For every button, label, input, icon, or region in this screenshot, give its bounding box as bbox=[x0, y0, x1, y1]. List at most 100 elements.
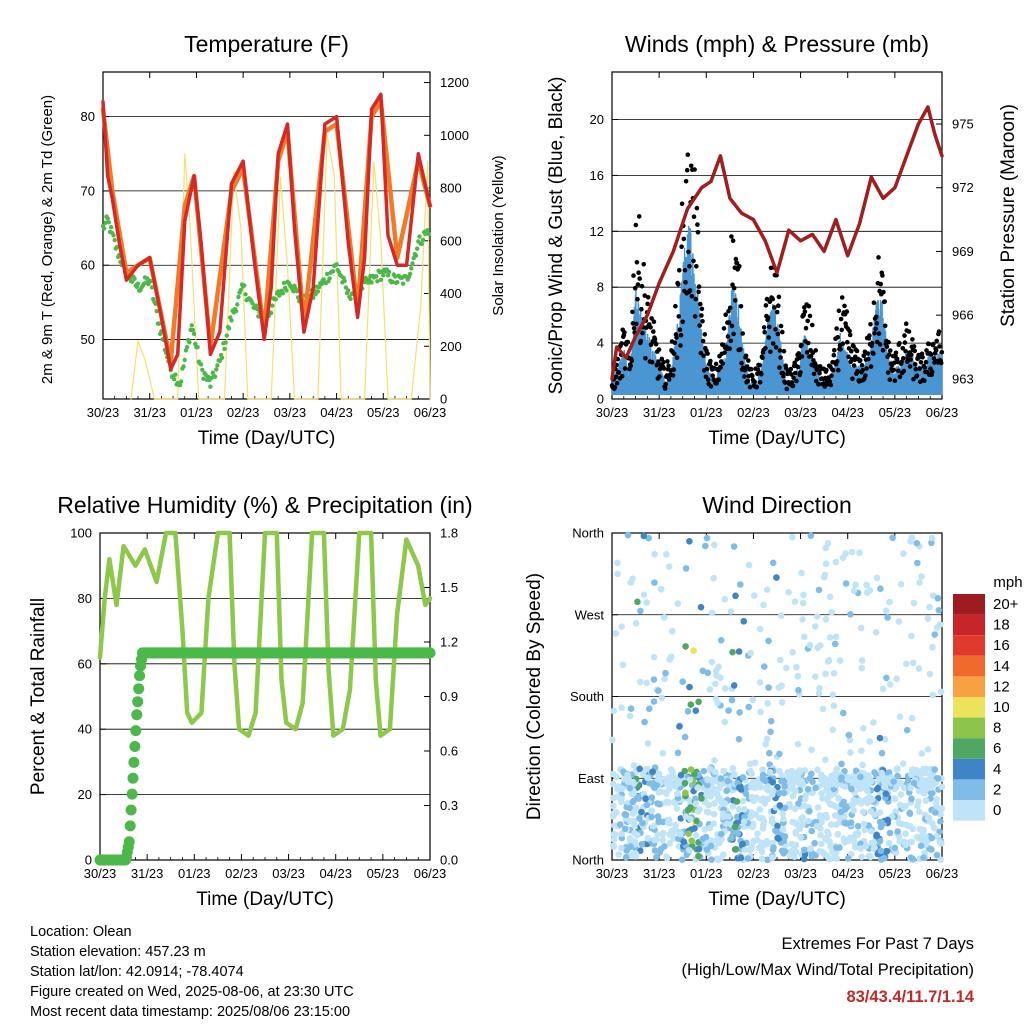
wind-direction-point bbox=[677, 771, 685, 779]
y-axis-label: Sonic/Prop Wind & Gust (Blue, Black) bbox=[546, 77, 567, 395]
wind-direction-point bbox=[728, 834, 735, 842]
dewpoint-point bbox=[270, 303, 275, 308]
y2-tick-label: 0.9 bbox=[440, 689, 458, 704]
wind-direction-point bbox=[768, 815, 776, 822]
wind-direction-point bbox=[792, 828, 799, 836]
gust-point bbox=[743, 353, 749, 359]
gust-point bbox=[708, 358, 713, 364]
wind-direction-point bbox=[682, 789, 689, 797]
y-tick-label: 0 bbox=[597, 392, 604, 407]
y2-tick-label: 400 bbox=[440, 286, 462, 301]
gust-point bbox=[622, 330, 627, 335]
wind-direction-point bbox=[833, 821, 840, 828]
legend-label: 0 bbox=[993, 802, 1001, 819]
gust-point bbox=[912, 362, 918, 367]
wind-direction-point bbox=[763, 586, 771, 593]
gust-point bbox=[727, 346, 732, 351]
wind-direction-point bbox=[791, 598, 799, 605]
wind-direction-point bbox=[680, 838, 688, 845]
dewpoint-point bbox=[212, 374, 218, 379]
gust-point bbox=[635, 282, 641, 287]
wind-direction-point bbox=[778, 847, 786, 855]
dewpoint-point bbox=[191, 331, 197, 337]
gust-point bbox=[878, 281, 883, 287]
wind-direction-point bbox=[854, 829, 862, 837]
wind-direction-point bbox=[720, 851, 727, 858]
gust-point bbox=[902, 333, 907, 338]
wind-direction-point bbox=[749, 823, 756, 831]
legend-label: 20+ bbox=[993, 596, 1019, 613]
wind-direction-point bbox=[627, 836, 634, 843]
wind-direction-point bbox=[692, 707, 700, 714]
wind-direction-point bbox=[692, 832, 700, 839]
gust-point bbox=[917, 366, 922, 371]
wind-direction-point bbox=[648, 807, 655, 814]
wind-direction-point bbox=[634, 832, 641, 839]
wind-direction-point bbox=[866, 794, 873, 801]
x-tick-label: 02/23 bbox=[737, 866, 770, 881]
wind-direction-point bbox=[667, 780, 674, 787]
gust-point bbox=[649, 316, 654, 321]
gust-point bbox=[728, 338, 734, 344]
wind-direction-point bbox=[841, 806, 849, 813]
wind-direction-point bbox=[804, 817, 812, 825]
wind-direction-panel: 30/23 31/23 01/23 02/23 03/23 04/23 05/23 06/23… bbox=[524, 492, 958, 910]
wind-direction-point bbox=[819, 776, 827, 783]
gust-point bbox=[789, 380, 795, 385]
dewpoint-point bbox=[315, 289, 321, 294]
wind-direction-point bbox=[659, 831, 666, 838]
gust-point bbox=[828, 382, 834, 388]
wind-direction-point bbox=[895, 618, 903, 625]
x-tick-label: 31/23 bbox=[643, 866, 676, 881]
wind-direction-point bbox=[650, 676, 658, 683]
wind-direction-point bbox=[904, 777, 912, 784]
wind-direction-point bbox=[635, 795, 642, 802]
x-tick-label: 04/23 bbox=[831, 866, 864, 881]
rainfall-point bbox=[126, 788, 138, 800]
wind-direction-point bbox=[655, 817, 663, 824]
wind-direction-point bbox=[769, 791, 776, 798]
gust-point bbox=[738, 347, 743, 352]
gust-point bbox=[697, 323, 702, 328]
wind-direction-point bbox=[924, 746, 932, 753]
gust-point bbox=[772, 305, 777, 310]
wind-direction-point bbox=[842, 580, 850, 587]
wind-direction-point bbox=[830, 670, 838, 677]
gust-point bbox=[911, 376, 916, 382]
gust-point bbox=[676, 314, 682, 319]
gust-point bbox=[902, 340, 908, 345]
gust-point bbox=[773, 345, 779, 350]
wind-direction-point bbox=[761, 663, 768, 670]
x-axis-label: Time (Day/UTC) bbox=[708, 428, 846, 449]
gust-point bbox=[752, 379, 757, 385]
rainfall-point bbox=[125, 804, 137, 816]
x-tick-label: 05/23 bbox=[879, 405, 912, 420]
wind-direction-point bbox=[686, 683, 693, 691]
wind-direction-point bbox=[916, 579, 923, 586]
wind-direction-point bbox=[686, 776, 693, 784]
gust-point bbox=[813, 348, 818, 353]
wind-direction-point bbox=[626, 712, 634, 720]
gust-point bbox=[705, 351, 710, 356]
wind-direction-point bbox=[899, 760, 907, 767]
gust-point bbox=[614, 380, 620, 386]
wind-direction-point bbox=[788, 840, 795, 848]
dewpoint-point bbox=[217, 358, 222, 364]
gust-point bbox=[796, 351, 801, 356]
wind-direction-point bbox=[612, 831, 619, 838]
wind-direction-point bbox=[865, 852, 872, 860]
y-tick-label: 80 bbox=[78, 591, 92, 606]
wind-direction-point bbox=[812, 784, 819, 792]
wind-direction-point bbox=[659, 836, 666, 844]
wind-direction-point bbox=[777, 656, 784, 664]
gust-point bbox=[722, 350, 727, 356]
dewpoint-point bbox=[222, 346, 227, 352]
wind-direction-point bbox=[844, 855, 852, 862]
humidity-precipitation-panel: 30/23 31/23 01/23 02/23 03/23 04/23 05/23 06/23… bbox=[28, 492, 473, 910]
x-tick-label: 06/23 bbox=[926, 405, 959, 420]
wind-direction-point bbox=[928, 846, 935, 853]
wind-direction-point bbox=[657, 788, 665, 795]
gust-point bbox=[670, 373, 676, 378]
gust-point bbox=[863, 373, 868, 378]
gust-point bbox=[761, 325, 767, 330]
